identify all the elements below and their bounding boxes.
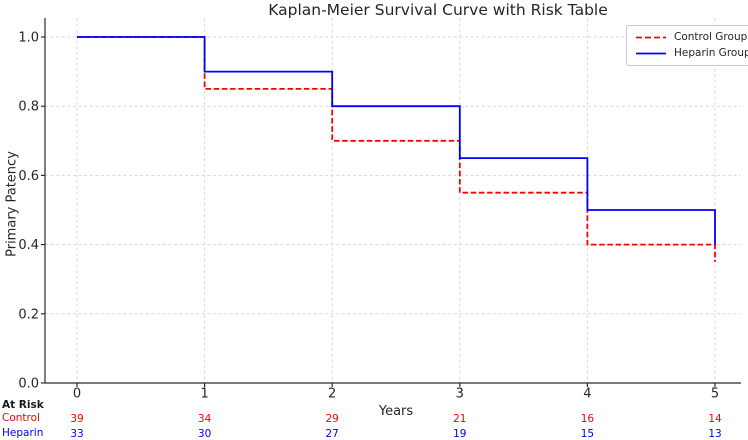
risk-value-control: 16 (581, 413, 595, 425)
legend-item-control-group: Control Group (636, 31, 748, 43)
legend-label-control: Control Group (674, 31, 748, 43)
x-axis-label: Years (378, 404, 414, 419)
chart-title: Kaplan-Meier Survival Curve with Risk Ta… (268, 1, 608, 19)
risk-value-control: 21 (453, 413, 466, 425)
risk-row-label-heparin: Heparin (2, 427, 44, 439)
y-tick-label: 0.8 (18, 100, 39, 115)
survival-curve-control (77, 36, 716, 262)
survival-curve-heparin (77, 36, 716, 245)
risk-value-control: 14 (708, 413, 722, 425)
legend-label-heparin: Heparin Group (674, 47, 748, 59)
risk-value-heparin: 15 (581, 428, 594, 440)
x-tick-label: 2 (328, 387, 336, 402)
risk-value-heparin: 19 (453, 428, 466, 440)
y-tick-label: 0.6 (18, 169, 39, 184)
x-tick-label: 3 (456, 387, 464, 402)
risk-value-heparin: 30 (198, 428, 211, 440)
x-tick-label: 0 (73, 387, 81, 402)
y-tick-label: 0.0 (18, 377, 39, 392)
risk-value-heparin: 27 (326, 428, 339, 440)
x-tick-label: 4 (583, 387, 591, 402)
risk-row-label-control: Control (2, 412, 40, 424)
y-tick-label: 0.2 (18, 307, 39, 322)
risk-value-control: 39 (70, 413, 83, 425)
x-tick-label: 5 (711, 387, 719, 402)
risk-value-control: 34 (198, 413, 212, 425)
legend-item-heparin-group: Heparin Group (636, 47, 748, 59)
x-tick-label: 1 (200, 387, 208, 402)
risk-value-heparin: 33 (70, 428, 83, 440)
risk-value-control: 29 (326, 413, 339, 425)
legend-dashed-line-swatch (636, 36, 666, 38)
y-tick-label: 0.4 (18, 238, 39, 253)
y-tick-label: 1.0 (18, 31, 39, 46)
legend-solid-line-swatch (636, 52, 666, 54)
risk-table-header: At Risk (2, 399, 44, 411)
legend: Control Group Heparin Group (626, 25, 748, 66)
risk-value-heparin: 13 (708, 428, 721, 440)
